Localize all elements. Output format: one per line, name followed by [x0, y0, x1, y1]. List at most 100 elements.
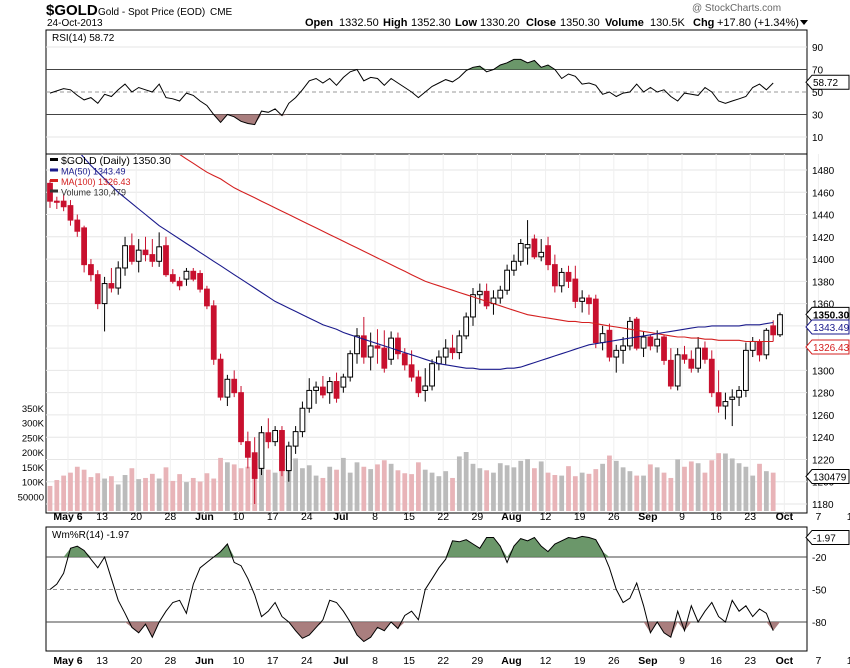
- volume-bar: [54, 480, 60, 511]
- candle-body: [579, 297, 586, 302]
- legend-swatch: [50, 189, 58, 193]
- dropdown-triangle-icon[interactable]: [800, 20, 808, 25]
- candle-body: [135, 249, 142, 262]
- wr-value-tag: -1.97: [813, 533, 836, 544]
- candle-body: [470, 294, 476, 318]
- rsi-tick-label: 10: [812, 133, 824, 144]
- x-tick-label: May 6: [53, 511, 82, 523]
- candle-body: [258, 432, 265, 469]
- candle-body: [251, 452, 258, 479]
- volume-bar: [470, 463, 476, 511]
- volume-bar: [204, 473, 210, 511]
- candle-body: [497, 289, 504, 299]
- wr-series: [49, 535, 780, 643]
- candle-body: [292, 431, 299, 447]
- candle-body: [122, 245, 128, 269]
- x-tick-label-bottom: 12: [540, 655, 552, 667]
- price-tick-label: 1440: [812, 211, 835, 222]
- candle-body: [53, 200, 60, 203]
- candle-body: [128, 245, 135, 262]
- x-tick-label: 7: [816, 511, 822, 523]
- volume-bar: [607, 455, 612, 511]
- volume-bar: [361, 466, 367, 511]
- candle-body: [156, 246, 163, 262]
- candle-body: [763, 329, 770, 356]
- volume-bar: [613, 460, 619, 511]
- candle-body: [613, 349, 620, 358]
- ma50-value-tag-box: [805, 319, 850, 335]
- candle-body: [702, 347, 708, 360]
- volume-bar: [395, 470, 401, 511]
- candle-body: [395, 337, 401, 355]
- candle-body: [599, 333, 606, 344]
- x-tick-label-bottom: Jun: [195, 655, 214, 667]
- volume-bar: [375, 464, 380, 511]
- price-tick-label: 1240: [812, 433, 835, 444]
- x-tick-label-bottom: 14: [847, 655, 850, 667]
- volume-tick-label: 350K: [22, 404, 45, 415]
- volume-bar: [579, 472, 585, 511]
- candle-body: [381, 347, 388, 369]
- candle-body: [81, 227, 87, 266]
- candle-body: [272, 430, 279, 443]
- volume-bar: [279, 462, 285, 511]
- candle-body: [340, 376, 347, 388]
- candle-body: [688, 358, 695, 369]
- x-tick-label-bottom: 13: [96, 655, 108, 667]
- x-tick-label: 12: [540, 511, 552, 523]
- volume-bar: [122, 475, 128, 511]
- open-label: Open: [305, 17, 333, 29]
- candle-body: [94, 274, 101, 305]
- volume-bar: [675, 459, 681, 511]
- x-tick-label-bottom: 19: [574, 655, 586, 667]
- ma100-value-tag: 1326.43: [813, 343, 850, 354]
- volume-bar: [682, 466, 687, 511]
- x-tick-label-bottom: 7: [816, 655, 822, 667]
- candle-body: [360, 335, 367, 358]
- volume-bar: [668, 477, 674, 511]
- volume-bar: [497, 463, 503, 511]
- legend-swatch: [50, 158, 58, 161]
- moving-averages: [80, 155, 774, 370]
- volume-bar: [545, 472, 551, 511]
- candle-body: [442, 347, 449, 358]
- candle-body: [661, 336, 667, 361]
- candle-body: [715, 392, 722, 407]
- volume-bar: [109, 476, 114, 511]
- legend-entry: MA(100) 1326.43: [61, 177, 131, 187]
- volume-bar: [443, 471, 449, 511]
- candle-body: [449, 347, 456, 354]
- volume-bar: [654, 467, 660, 511]
- x-tick-label-bottom: Oct: [776, 655, 794, 667]
- volume-bars: [47, 452, 776, 511]
- candle-body: [708, 358, 715, 394]
- candle-body: [149, 254, 156, 262]
- volume-bar: [456, 456, 462, 511]
- candle-body: [422, 385, 429, 391]
- x-tick-label: Sep: [638, 511, 657, 523]
- symbol-title: $GOLD: [46, 2, 98, 19]
- volume-bar: [422, 469, 428, 511]
- candle-body: [743, 349, 749, 391]
- volume-bar: [327, 466, 333, 511]
- volume-bar: [334, 469, 339, 511]
- wr-value-tag-box: [805, 529, 850, 545]
- x-tick-label: 28: [164, 511, 176, 523]
- candle-body: [224, 378, 231, 398]
- candle-body: [770, 325, 777, 336]
- volume-tick-label: 100K: [22, 478, 45, 489]
- volume-tick-label: 50000: [18, 492, 44, 503]
- candle-body: [565, 271, 572, 282]
- candle-body: [347, 353, 354, 378]
- candle-body: [558, 271, 565, 287]
- x-tick-label-bottom: 26: [608, 655, 620, 667]
- candle-body: [231, 378, 238, 394]
- price-tick-label: 1300: [812, 366, 835, 377]
- volume-bar: [716, 453, 721, 511]
- rsi-tick-label: 70: [812, 66, 824, 77]
- date-label: 24-Oct-2013: [47, 18, 103, 29]
- volume-bar: [552, 475, 558, 511]
- volume-bar: [593, 469, 599, 511]
- price-tick-label: 1400: [812, 255, 835, 266]
- candle-body: [101, 283, 108, 305]
